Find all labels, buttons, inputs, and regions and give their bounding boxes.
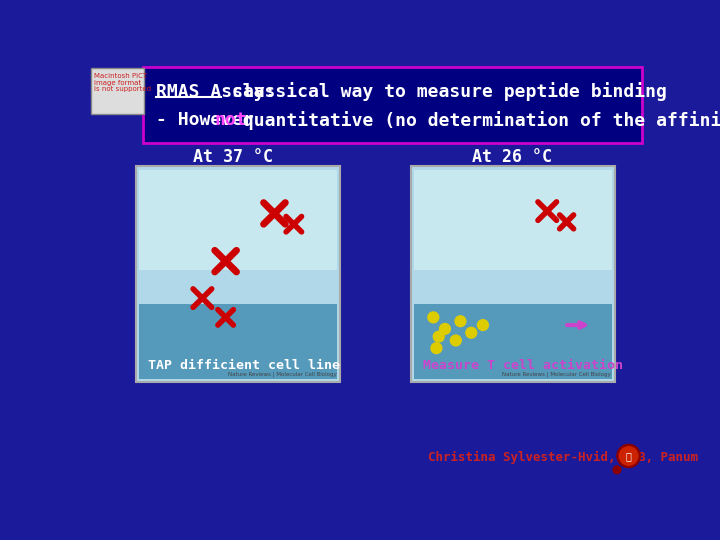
Circle shape bbox=[433, 331, 444, 342]
FancyBboxPatch shape bbox=[91, 68, 144, 114]
Text: Nature Reviews | Molecular Cell Biology: Nature Reviews | Molecular Cell Biology bbox=[228, 372, 336, 377]
Text: TAP difficient cell line: TAP difficient cell line bbox=[148, 359, 340, 372]
Text: - However: - However bbox=[156, 111, 265, 129]
Text: At 26 °C: At 26 °C bbox=[472, 148, 552, 166]
Circle shape bbox=[431, 343, 442, 354]
Circle shape bbox=[477, 320, 488, 330]
FancyBboxPatch shape bbox=[136, 166, 341, 382]
Text: quantitative (no determination of the affinity): quantitative (no determination of the af… bbox=[233, 111, 720, 130]
Text: 佑: 佑 bbox=[626, 451, 631, 461]
Text: RMAS Assay:: RMAS Assay: bbox=[156, 83, 276, 101]
Text: Macintosh PICT
image format
is not supported: Macintosh PICT image format is not suppo… bbox=[94, 72, 151, 92]
Text: classical way to measure peptide binding: classical way to measure peptide binding bbox=[220, 82, 667, 101]
Text: Christina Sylvester-Hvid, BMB, Panum: Christina Sylvester-Hvid, BMB, Panum bbox=[428, 451, 698, 464]
FancyBboxPatch shape bbox=[139, 303, 337, 379]
Circle shape bbox=[619, 447, 638, 465]
Circle shape bbox=[428, 312, 438, 323]
Circle shape bbox=[613, 466, 621, 474]
Circle shape bbox=[466, 327, 477, 338]
FancyBboxPatch shape bbox=[414, 170, 612, 269]
Circle shape bbox=[451, 335, 462, 346]
FancyBboxPatch shape bbox=[139, 170, 337, 269]
FancyBboxPatch shape bbox=[411, 166, 616, 382]
Circle shape bbox=[617, 444, 640, 468]
FancyBboxPatch shape bbox=[143, 67, 642, 143]
Circle shape bbox=[455, 316, 466, 327]
Text: Nature Reviews | Molecular Cell Biology: Nature Reviews | Molecular Cell Biology bbox=[502, 372, 611, 377]
Text: not: not bbox=[215, 111, 248, 129]
FancyBboxPatch shape bbox=[414, 303, 612, 379]
Circle shape bbox=[439, 323, 451, 334]
Text: At 37 °C: At 37 °C bbox=[194, 148, 274, 166]
Text: Measure T cell activation: Measure T cell activation bbox=[423, 359, 624, 372]
